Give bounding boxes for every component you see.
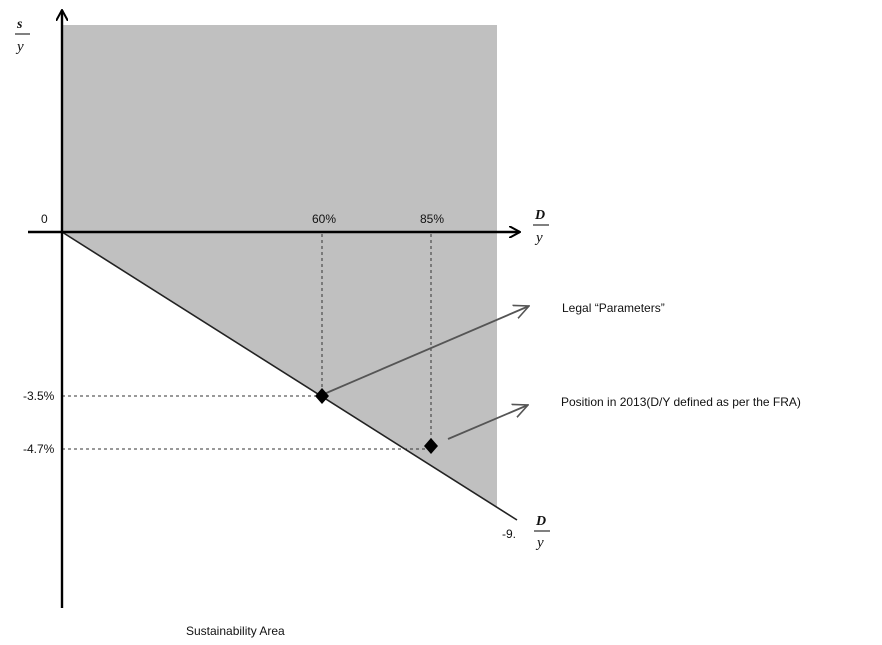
y-tick-4-7: -4.7% [23, 442, 55, 456]
diagram-caption: Sustainability Area [186, 624, 285, 638]
svg-text:y: y [534, 230, 543, 246]
origin-label: 0 [41, 212, 48, 226]
svg-text:y: y [535, 535, 544, 551]
boundary-line [61, 231, 518, 521]
svg-text:D: D [535, 514, 546, 529]
y-tick-3-5: -3.5% [23, 389, 55, 403]
legal-parameters-arrow [323, 306, 529, 395]
guide-lines [62, 234, 432, 450]
y-axis-label: s y [15, 17, 30, 55]
point-legal-parameters [315, 388, 329, 404]
sustainability-shaded-area [62, 25, 497, 507]
point-position-2013 [424, 438, 438, 454]
svg-text:y: y [15, 39, 24, 55]
x-tick-85: 85% [420, 212, 444, 226]
svg-text:-9.: -9. [502, 527, 516, 541]
position-2013-label: Position in 2013(D/Y defined as per the … [561, 395, 801, 409]
x-axis-label: D y [533, 208, 549, 246]
position-2013-arrow [447, 405, 528, 440]
svg-text:s: s [16, 17, 23, 32]
boundary-line-label: -9. D y [502, 514, 550, 551]
svg-text:D: D [534, 208, 545, 223]
x-tick-60: 60% [312, 212, 336, 226]
legal-parameters-label: Legal “Parameters” [562, 301, 665, 315]
